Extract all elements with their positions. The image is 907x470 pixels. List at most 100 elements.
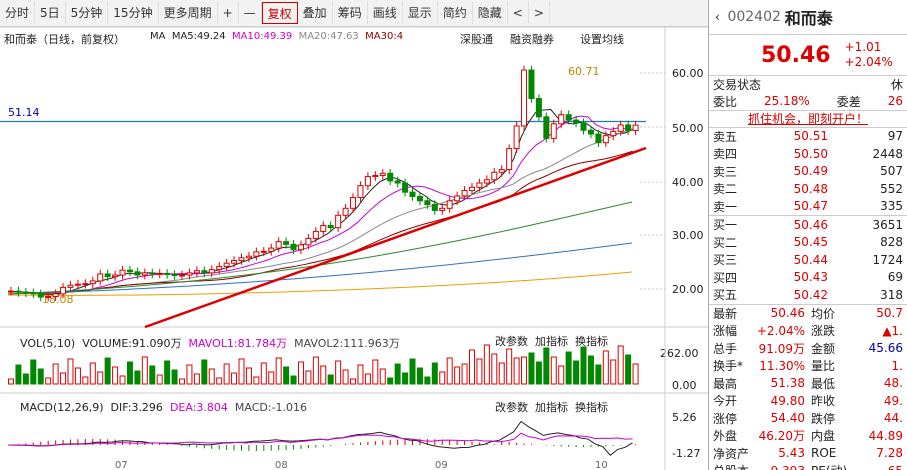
volume-bar [238,358,245,385]
candle [513,125,520,150]
candle [409,191,416,197]
ob-price: 50.43 [793,270,828,285]
badge-hsgt[interactable]: 深股通 [460,33,493,46]
toolbar-button-8[interactable]: 叠加 [298,2,333,24]
ob-vol: 318 [880,287,903,302]
volume-bar [327,374,334,385]
stock-code: 002402 [727,9,781,25]
candle [506,148,513,171]
y-tick: 40.00 [672,176,704,189]
toolbar-button-4[interactable]: 更多周期 [159,2,218,24]
candle [134,271,141,276]
mavol2: MAVOL2:111.963万 [294,337,400,350]
candle [424,200,431,206]
ob-price: 50.49 [793,164,828,179]
volume-bar [45,377,52,385]
edit-params-button[interactable]: 改参数 [495,335,528,348]
buy-row: 买三 50.44 1724 [709,251,907,269]
stats-table: 最新 50.46 均价 50.7 涨幅 +2.04% 涨跌 ▲1. 总手 91.09万 金额 45.6… [709,303,907,470]
volume-bar [476,358,483,385]
macd-tick: 5.26 [672,411,697,424]
toolbar-button-7[interactable]: 复权 [261,2,298,24]
volume-bar [610,359,617,385]
candle [216,265,223,271]
volume-bar [30,359,37,385]
volume-bar [565,351,572,385]
buy-row: 买一 50.46 3651 [709,216,907,234]
volume-bar [82,376,89,385]
ob-price: 50.42 [793,287,828,302]
vol-legend: VOL(5,10) VOLUME:91.090万 MAVOL1:81.784万 … [20,335,400,351]
volume-bar [67,358,74,385]
stat-label: 昨收 [811,394,836,409]
ma30-line [7,150,633,295]
add-indicator-button[interactable]: 加指标 [535,335,568,348]
buy-row: 买五 50.42 318 [709,286,907,304]
status-value: 休 [890,77,903,92]
chart-area: 和而泰（日线，前复权） MA MA5:49.24 MA10:49.39 MA20… [0,27,708,470]
promo-link[interactable]: 抓住机会，即刻开户！ [747,112,868,127]
toolbar-button-9[interactable]: 筹码 [333,2,368,24]
candle [8,290,14,293]
add-indicator-button[interactable]: 加指标 [535,401,568,414]
toolbar-button-0[interactable]: 分时 [0,2,36,24]
candle [521,69,528,127]
volume-bar [171,369,178,385]
toolbar-button-13[interactable]: 隐藏 [473,2,508,24]
switch-indicator-button[interactable]: 换指标 [575,401,608,414]
ob-vol: 828 [880,235,903,250]
ma5-label: MA5:49.24 [171,31,226,42]
toolbar-button-12[interactable]: 简约 [438,2,473,24]
trend-line [144,146,647,329]
toolbar-button-15[interactable]: > [529,2,550,24]
candle [297,244,304,251]
stat-row: 最新 50.46 均价 50.7 [709,305,907,323]
candle [498,169,505,173]
kline-svg[interactable]: 07 08 09 10 [0,27,708,470]
mavol1: MAVOL1:81.784万 [188,337,288,350]
volume-bar [461,363,468,385]
volume-bar [253,376,260,385]
volume-bar [617,345,624,385]
toolbar-button-6[interactable]: — [239,2,262,24]
volume-bar [402,372,409,385]
set-ma-button[interactable]: 设置均线 [580,33,624,46]
stat-label: 总手 [713,341,738,356]
vol-actions: 改参数 加指标 换指标 [495,333,608,349]
ma-legend: MA MA5:49.24 MA10:49.39 MA20:47.63 MA30:… [150,31,403,42]
volume-bar [424,376,431,385]
toolbar-button-14[interactable]: < [508,2,529,24]
vol-value: VOLUME:91.090万 [82,337,182,350]
volume-bar [141,356,148,385]
toolbar-button-2[interactable]: 5分钟 [66,2,109,24]
toolbar-button-10[interactable]: 画线 [368,2,403,24]
badge-margin[interactable]: 融资融券 [510,33,554,46]
switch-indicator-button[interactable]: 换指标 [575,335,608,348]
ma250-line [7,271,633,296]
candle [364,176,371,187]
y-tick: 20.00 [672,283,704,296]
candle [119,269,126,276]
volume-bar [290,375,297,385]
toolbar-button-5[interactable]: + [218,2,239,24]
back-icon[interactable]: ‹ [715,10,720,24]
dif-value: DIF:3.296 [110,401,163,414]
stat-label: 跌停 [811,411,836,426]
volume-bar [179,378,186,385]
ob-price: 50.47 [793,199,828,214]
stat-row: 涨停 54.40 跌停 44. [709,410,907,428]
toolbar-button-1[interactable]: 5日 [35,2,66,24]
volume-bar [446,357,453,385]
volume-bar [416,367,423,385]
candle [632,124,639,132]
edit-params-button[interactable]: 改参数 [495,401,528,414]
candle [37,293,44,298]
date-label: 07 [115,460,128,470]
candle [327,225,334,229]
volume-bar [558,365,565,385]
toolbar-button-3[interactable]: 15分钟 [108,2,159,24]
candle [528,69,535,100]
stat-value: ▲1. [882,323,903,338]
macd-value: MACD:-1.016 [234,401,308,414]
toolbar-button-11[interactable]: 显示 [403,2,438,24]
